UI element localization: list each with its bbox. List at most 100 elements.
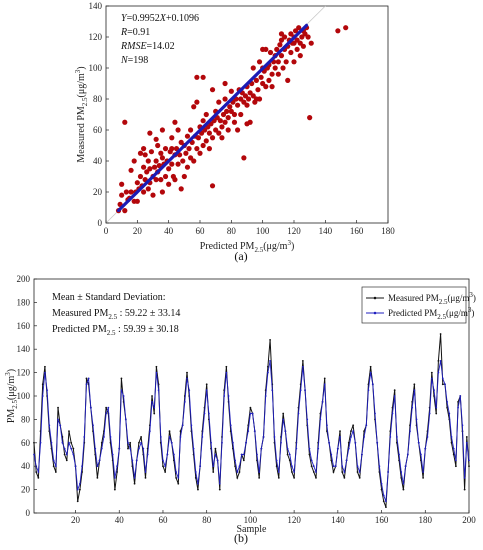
predicted-series-line xyxy=(33,360,470,502)
measured-point xyxy=(291,471,293,473)
scatter-point xyxy=(217,118,223,124)
scatter-point xyxy=(222,119,228,125)
timeseries-lines xyxy=(33,333,470,509)
x-tick-label: 180 xyxy=(419,515,433,525)
scatter-y-axis-label: Measured PM2.5(μg/m3) xyxy=(74,66,89,162)
scatter-point xyxy=(219,135,225,141)
predicted-point xyxy=(354,441,357,444)
predicted-point xyxy=(59,424,62,427)
scatter-point xyxy=(145,186,151,192)
regression-stat: RMSE=14.02 xyxy=(120,41,175,52)
timeseries-x-axis-label: Sample xyxy=(237,524,268,535)
predicted-point xyxy=(203,412,206,415)
predicted-point xyxy=(308,447,311,450)
predicted-point xyxy=(363,436,365,438)
regression-line xyxy=(116,23,309,213)
mean-std-annotation: Mean ± Standard Deviation: Measured PM2.5… xyxy=(52,292,180,337)
timeseries-y-ticks: 0 20 40 60 80 100 120 140 160 180 200 xyxy=(17,274,37,518)
measured-point xyxy=(350,430,352,432)
predicted-point xyxy=(223,395,226,397)
scatter-point xyxy=(209,135,216,141)
predicted-point xyxy=(148,430,151,432)
scatter-point xyxy=(169,146,175,152)
predicted-point xyxy=(197,482,199,485)
predicted-point xyxy=(400,471,403,473)
predicted-point xyxy=(33,453,35,456)
scatter-point xyxy=(280,65,286,71)
predicted-point xyxy=(433,389,435,392)
predicted-point xyxy=(210,441,212,444)
predicted-point xyxy=(441,377,444,380)
predicted-point xyxy=(251,412,254,415)
predicted-point xyxy=(444,383,446,386)
scatter-point xyxy=(285,77,291,83)
predicted-point xyxy=(140,441,143,444)
y-tick-label: 20 xyxy=(93,187,103,197)
predicted-point xyxy=(168,436,171,438)
measured-point xyxy=(225,365,228,368)
predicted-point xyxy=(54,465,57,468)
measured-point xyxy=(65,459,68,462)
predicted-point xyxy=(461,424,464,427)
predicted-point xyxy=(120,389,123,392)
x-tick-label: 140 xyxy=(331,515,345,525)
measured-point xyxy=(330,459,333,462)
predicted-point xyxy=(39,441,42,444)
predicted-point xyxy=(105,412,108,415)
predicted-point xyxy=(448,412,451,415)
predicted-point xyxy=(391,412,394,415)
predicted-point xyxy=(194,471,197,473)
y-tick-label: 60 xyxy=(93,125,103,135)
scatter-point xyxy=(291,40,297,46)
regression-stat: N=198 xyxy=(120,55,148,66)
predicted-point xyxy=(293,471,296,473)
predicted-point xyxy=(181,424,184,427)
scatter-point xyxy=(203,111,209,118)
predicted-point xyxy=(179,436,182,438)
predicted-point xyxy=(151,400,153,403)
scatter-point xyxy=(181,173,187,180)
predicted-point xyxy=(341,465,344,468)
predicted-point xyxy=(85,383,88,386)
predicted-point xyxy=(72,453,75,456)
predicted-point xyxy=(369,371,372,374)
y-tick-label: 160 xyxy=(17,321,31,331)
measured-point xyxy=(339,430,341,432)
predicted-point xyxy=(50,441,53,444)
measured-point xyxy=(468,465,470,468)
measured-point xyxy=(155,365,158,368)
scatter-point xyxy=(147,166,153,172)
predicted-point xyxy=(46,389,49,392)
predicted-point xyxy=(282,418,285,421)
scatter-point xyxy=(158,150,164,156)
measured-point xyxy=(266,365,269,368)
measured-point xyxy=(41,383,44,386)
legend-marker xyxy=(373,311,377,315)
scatter-point xyxy=(141,146,147,152)
measured-point xyxy=(457,400,459,403)
predicted-point xyxy=(172,453,175,456)
predicted-point xyxy=(387,471,390,473)
timeseries-chart: 20 40 60 80 100 120 140 160 180 200 0 20 40 60 80 100 1… xyxy=(4,274,476,535)
predicted-point xyxy=(422,471,424,473)
measured-point xyxy=(168,430,171,432)
predicted-point xyxy=(37,471,40,473)
measured-point xyxy=(57,406,59,409)
predicted-point xyxy=(199,465,202,468)
predicted-point xyxy=(437,371,440,374)
x-tick-label: 200 xyxy=(462,515,476,525)
scatter-point xyxy=(238,111,244,118)
scatter-point xyxy=(175,161,181,167)
measured-point xyxy=(96,477,99,479)
predicted-point xyxy=(269,360,271,362)
scatter-point xyxy=(195,135,202,141)
predicted-point xyxy=(465,441,468,444)
scatter-point xyxy=(175,127,181,133)
predicted-point xyxy=(133,477,136,479)
scatter-point xyxy=(256,96,263,102)
scatter-point xyxy=(191,158,197,164)
predicted-point xyxy=(127,441,129,444)
scatter-point xyxy=(216,99,222,105)
scatter-point xyxy=(235,127,241,133)
measured-point xyxy=(218,488,221,491)
